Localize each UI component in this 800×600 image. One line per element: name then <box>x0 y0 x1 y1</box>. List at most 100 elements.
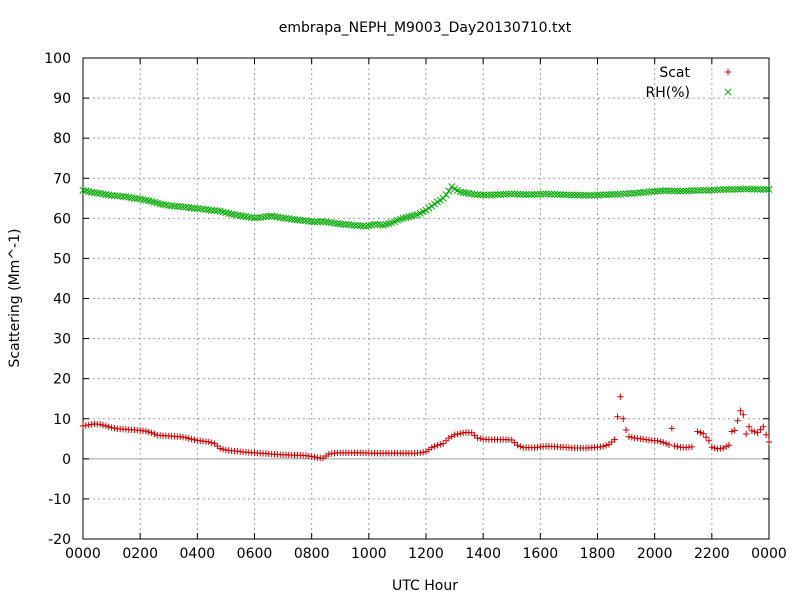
rh-point <box>602 191 610 199</box>
rh-point <box>702 186 710 194</box>
rh-point <box>665 187 673 195</box>
scat-point <box>754 429 761 436</box>
rh-point <box>628 189 636 198</box>
scat-point <box>442 437 450 444</box>
rh-point <box>685 187 693 195</box>
rh-point <box>90 189 98 197</box>
rh-point <box>622 190 630 198</box>
scat-point <box>99 421 107 429</box>
scat-point <box>708 444 716 451</box>
rh-point <box>765 185 773 194</box>
rh-point <box>522 190 530 199</box>
scat-point <box>600 443 607 450</box>
rh-point <box>585 191 593 200</box>
legend-marker-rh <box>724 88 732 96</box>
rh-point <box>696 186 704 194</box>
rh-point <box>308 217 316 226</box>
y-tick-label: 30 <box>53 332 71 348</box>
scat-point <box>208 439 215 446</box>
x-tick-label: 1600 <box>523 546 559 562</box>
rh-point <box>205 206 213 214</box>
rh-point <box>588 191 596 199</box>
y-tick-labels: -20 -10 0 10 20 30 40 50 60 70 80 90 100 <box>44 51 71 548</box>
scat-point <box>611 436 618 443</box>
rh-point <box>210 207 219 215</box>
rh-point <box>722 185 730 194</box>
scat-point <box>702 433 710 441</box>
rh-point <box>631 189 639 197</box>
scat-point <box>439 440 447 447</box>
rh-point <box>408 212 416 220</box>
rh-point <box>165 201 173 210</box>
rh-point <box>536 190 544 198</box>
rh-point <box>299 216 307 225</box>
rh-point <box>471 190 479 198</box>
rh-point <box>428 202 436 210</box>
rh-point <box>682 187 690 195</box>
rh-point <box>422 206 430 214</box>
scat-point <box>694 428 701 435</box>
scat-point <box>448 433 455 440</box>
rh-point <box>345 221 353 229</box>
rh-point <box>145 197 153 205</box>
rh-point <box>122 193 130 201</box>
scat-point <box>762 431 770 438</box>
scat-point <box>308 453 315 460</box>
rh-point <box>93 189 101 197</box>
legend-marker-symbol <box>724 68 732 76</box>
rh-point <box>133 195 141 203</box>
rh-point <box>759 185 767 194</box>
scat-point <box>731 427 738 434</box>
scat-point <box>205 438 212 446</box>
rh-point <box>313 218 321 226</box>
rh-point <box>368 221 376 229</box>
rh-point <box>302 217 310 225</box>
rh-point <box>239 212 247 220</box>
rh-point <box>253 214 261 222</box>
rh-point <box>285 215 293 223</box>
rh-point <box>176 203 184 211</box>
scat-point <box>142 427 150 435</box>
rh-point <box>168 202 176 210</box>
scat-point <box>700 430 707 437</box>
scat-point <box>654 437 661 444</box>
rh-point <box>125 193 133 201</box>
scat-point <box>182 434 190 441</box>
rh-point <box>411 211 419 219</box>
x-tick-label: 2000 <box>637 546 673 562</box>
rh-point <box>193 205 201 213</box>
y-tick-label: 90 <box>53 91 71 107</box>
scat-point <box>657 438 664 445</box>
rh-point <box>748 185 756 193</box>
rh-point <box>265 212 273 220</box>
scat-point <box>760 423 767 430</box>
axis-ticks <box>82 57 770 540</box>
rh-point <box>728 185 736 194</box>
rh-point <box>745 185 753 193</box>
rh-point <box>353 221 361 230</box>
rh-point <box>359 222 367 230</box>
series-layer <box>79 183 773 462</box>
y-tick-label: 50 <box>53 251 71 267</box>
rh-point <box>531 190 539 198</box>
rh-point <box>576 191 584 199</box>
rh-point <box>262 213 270 221</box>
rh-point <box>519 190 527 198</box>
rh-point <box>493 190 502 199</box>
rh-point <box>96 189 104 198</box>
scat-point <box>625 433 633 440</box>
scat-point <box>514 442 521 449</box>
rh-point <box>465 189 473 198</box>
scat-point <box>474 434 481 442</box>
rh-point <box>116 192 124 200</box>
series-scat <box>79 393 773 462</box>
y-tick-label: 80 <box>53 131 71 147</box>
rh-point <box>596 191 604 199</box>
rh-point <box>105 191 113 199</box>
rh-point <box>322 218 330 226</box>
rh-point <box>633 189 642 197</box>
rh-point <box>619 190 627 198</box>
scat-point <box>662 440 670 447</box>
scat-point <box>614 413 621 420</box>
rh-point <box>731 185 739 194</box>
